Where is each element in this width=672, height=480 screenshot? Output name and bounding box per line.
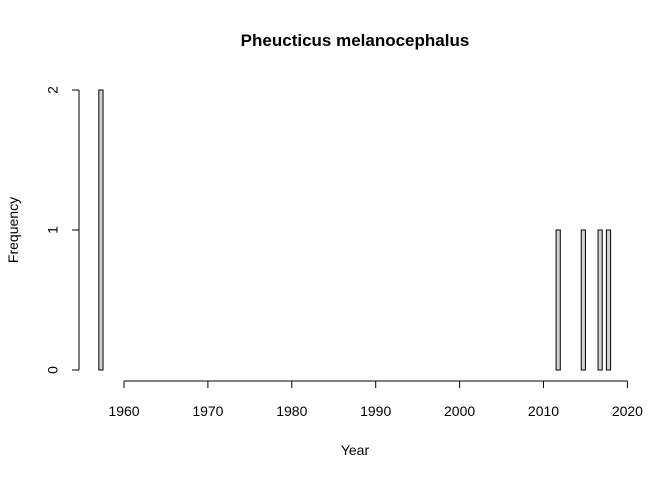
x-axis: 1960 1970 1980 1990 2000 2010 2020 [108, 380, 643, 419]
histogram-bar [605, 229, 612, 371]
x-tick-label: 1990 [360, 403, 391, 419]
x-tick-label: 1980 [276, 403, 307, 419]
histogram-bar [555, 229, 561, 371]
y-tick-label: 0 [45, 366, 61, 374]
y-tick-label: 2 [45, 86, 61, 94]
y-tick-label: 1 [45, 226, 61, 234]
histogram-bar [580, 229, 586, 371]
y-axis: 0 1 2 [45, 86, 80, 374]
histogram-bar [597, 229, 603, 371]
chart-title: Pheucticus melanocephalus [241, 31, 470, 50]
y-axis-label: Frequency [5, 197, 21, 263]
bars-group [98, 89, 612, 371]
x-tick-label: 2020 [612, 403, 643, 419]
x-tick-label: 2010 [528, 403, 559, 419]
x-tick-label: 1960 [108, 403, 139, 419]
x-tick-label: 2000 [444, 403, 475, 419]
x-tick-label: 1970 [192, 403, 223, 419]
x-axis-label: Year [341, 442, 370, 458]
histogram-bar [98, 89, 104, 371]
